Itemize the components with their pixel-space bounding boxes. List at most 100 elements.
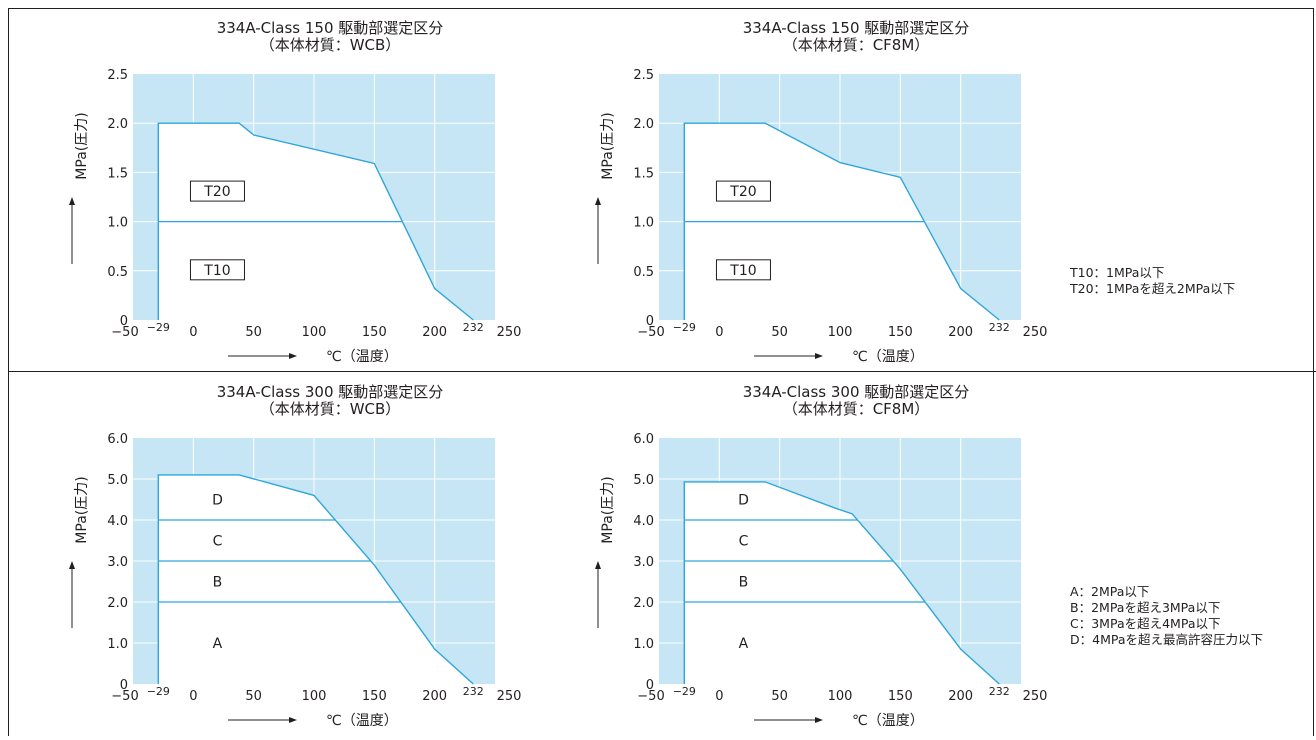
y-axis-label: MPa(圧力) [74, 476, 90, 543]
y-tick-label: 0 [646, 314, 654, 329]
x-tick-label: 232 [989, 685, 1010, 698]
x-tick-label: 50 [771, 325, 788, 340]
x-tick-label: 50 [245, 325, 262, 340]
chart-svg: 334A-Class 150 駆動部選定区分（本体材質：CF8M） 0 0.5 1.0… [595, 19, 1048, 365]
region-label: D [212, 493, 223, 509]
x-tick-label: 150 [362, 689, 387, 704]
region-label: A [739, 636, 749, 652]
region-label: A [213, 636, 223, 652]
x-tick-label: 150 [888, 325, 913, 340]
y-tick-label: 1.0 [633, 216, 654, 231]
region-label-box [189, 259, 245, 281]
y-tick-label: 0.5 [107, 265, 128, 280]
x-tick-label: 250 [497, 689, 522, 704]
x-tick-label: 0 [189, 325, 197, 340]
x-tick-label: 200 [948, 325, 973, 340]
x-tick-label: 0 [715, 325, 723, 340]
y-tick-label: 6.0 [107, 432, 128, 447]
region-label: C [213, 534, 223, 550]
region-label: T10 [729, 263, 756, 279]
y-tick-label: 6.0 [633, 432, 654, 447]
x-tick-label: 250 [497, 325, 522, 340]
y-tick-label: 2.0 [107, 117, 128, 132]
x-tick-label: 100 [302, 689, 327, 704]
region-label: T20 [203, 184, 230, 200]
x-tick-label: −29 [673, 321, 696, 334]
y-axis-arrow-head [69, 197, 75, 205]
region-label: C [739, 534, 749, 550]
y-tick-label: 2.5 [633, 68, 654, 83]
y-tick-label: 1.5 [107, 166, 128, 181]
y-axis-arrow-head [69, 561, 75, 569]
x-tick-label: 200 [948, 689, 973, 704]
y-tick-label: 4.0 [633, 514, 654, 529]
x-tick-label: 232 [989, 321, 1010, 334]
y-axis-label: MPa(圧力) [74, 112, 90, 179]
y-tick-label: 5.0 [107, 473, 128, 488]
y-tick-label: 1.5 [633, 166, 654, 181]
chart-title: 334A-Class 150 駆動部選定区分 [217, 19, 444, 37]
chart-subtitle: （本体材質：WCB） [260, 400, 401, 418]
y-tick-label: 1.0 [107, 637, 128, 652]
x-tick-label: −50 [637, 689, 664, 704]
envelope-line [683, 122, 1000, 321]
envelope-area [684, 481, 1000, 684]
envelope-line [683, 481, 1000, 685]
region-label-box [715, 259, 771, 281]
y-tick-label: 0.5 [633, 265, 654, 280]
chart-subtitle: （本体材質：CF8M） [783, 400, 930, 418]
chart-class300-cf8m: 334A-Class 300 駆動部選定区分 （本体材質：CF8M） 0 1.0 2.0… [586, 380, 1056, 740]
chart-class150-wcb: 334A-Class 150 駆動部選定区分 （本体材質：WCB） 0 0.5 1.0 1… [60, 16, 530, 376]
x-tick-label: 100 [302, 325, 327, 340]
y-tick-label: 2.5 [107, 68, 128, 83]
x-tick-label: −50 [111, 689, 138, 704]
legend-item: C：3MPaを超え4MPa以下 [1070, 616, 1221, 631]
chart-svg: 334A-Class 300 駆動部選定区分（本体材質：WCB） 0 1.0 2.0 3… [69, 383, 522, 729]
x-tick-label: −29 [673, 685, 696, 698]
y-tick-label: 1.0 [107, 216, 128, 231]
x-tick-label: −29 [147, 321, 170, 334]
chart-title: 334A-Class 300 駆動部選定区分 [743, 383, 970, 401]
region-label: T10 [203, 263, 230, 279]
x-tick-label: 150 [888, 689, 913, 704]
y-tick-label: 4.0 [107, 514, 128, 529]
legend-item: B：2MPaを超え3MPa以下 [1070, 600, 1221, 615]
chart-class300-wcb: 334A-Class 300 駆動部選定区分 （本体材質：WCB） 0 1.0 2.0 3… [60, 380, 530, 740]
x-tick-label: 50 [245, 689, 262, 704]
y-axis-label: MPa(圧力) [600, 112, 616, 179]
y-axis-arrow-head [595, 561, 601, 569]
chart-title: 334A-Class 150 駆動部選定区分 [743, 19, 970, 37]
chart-subtitle: （本体材質：WCB） [260, 36, 401, 54]
y-tick-label: 2.0 [633, 117, 654, 132]
y-tick-label: 1.0 [633, 637, 654, 652]
region-label: B [213, 575, 223, 591]
legend-top: T10：1MPa以下 T20：1MPaを超え2MPa以下 [1070, 265, 1235, 297]
chart-svg: 334A-Class 300 駆動部選定区分（本体材質：CF8M） 0 1.0 2.0… [595, 383, 1047, 729]
x-axis-label: ℃（温度） [852, 713, 924, 729]
x-tick-label: 250 [1023, 325, 1048, 340]
x-axis-arrow-head [289, 353, 297, 359]
x-axis-arrow-head [289, 717, 297, 723]
region-label: D [738, 493, 749, 509]
region-label: T20 [729, 184, 756, 200]
x-tick-label: 200 [422, 689, 447, 704]
x-axis-arrow-head [815, 717, 823, 723]
y-tick-label: 0 [646, 678, 654, 693]
envelope-line [157, 474, 474, 685]
x-axis-label: ℃（温度） [326, 713, 398, 729]
envelope-line [157, 122, 474, 321]
y-tick-label: 0 [120, 678, 128, 693]
y-tick-label: 0 [120, 314, 128, 329]
x-tick-label: 232 [463, 321, 484, 334]
y-axis-label: MPa(圧力) [600, 476, 616, 543]
x-tick-label: −50 [637, 325, 664, 340]
chart-class150-cf8m: 334A-Class 150 駆動部選定区分 （本体材質：CF8M） 0 0.5 1.0… [586, 16, 1056, 376]
region-label-box [715, 180, 771, 202]
y-tick-label: 2.0 [107, 596, 128, 611]
chart-subtitle: （本体材質：CF8M） [783, 36, 930, 54]
x-tick-label: 100 [828, 325, 853, 340]
x-axis-label: ℃（温度） [326, 349, 398, 365]
region-label: B [739, 575, 749, 591]
chart-svg: 334A-Class 150 駆動部選定区分（本体材質：WCB） 0 0.5 1.0 1… [69, 19, 522, 365]
y-tick-label: 3.0 [107, 555, 128, 570]
